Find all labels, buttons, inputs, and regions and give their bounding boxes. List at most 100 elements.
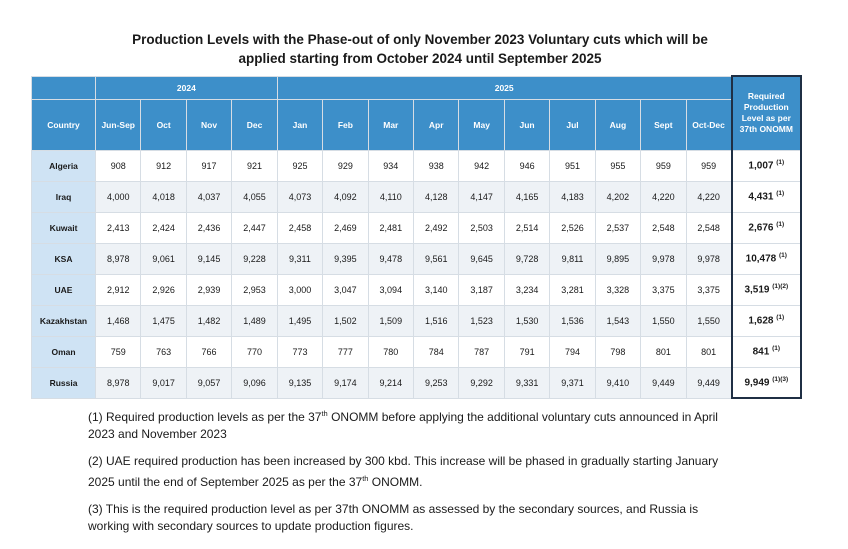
value-cell: 9,057 [185, 366, 233, 399]
value-cell: 9,811 [549, 242, 596, 275]
value-cell: 2,481 [367, 211, 415, 244]
footnote-sup: th [362, 474, 369, 483]
table-row: Oman 759 763 766 770 773 777 780 784 787 791 794 798… [30, 335, 803, 368]
value-cell: 787 [458, 335, 505, 368]
country-cell: Kuwait [30, 211, 97, 244]
table-row: Algeria 908 912 917 921 925 929 934 938 942 946 951… [30, 149, 803, 182]
value-cell: 1,502 [322, 304, 369, 337]
value-cell: 791 [503, 335, 551, 368]
value-cell: 780 [367, 335, 415, 368]
value-cell: 2,503 [458, 211, 505, 244]
value-cell: 9,145 [185, 242, 233, 275]
value-cell: 3,094 [367, 273, 415, 306]
value-cell: 759 [95, 335, 142, 368]
value-cell: 9,174 [322, 366, 369, 399]
footnote: (1) Required production levels as per th… [88, 405, 738, 443]
required-note: (1) [776, 159, 785, 167]
value-cell: 9,449 [685, 366, 733, 399]
value-cell: 773 [276, 335, 324, 368]
value-cell: 4,018 [140, 180, 187, 213]
value-cell: 1,543 [594, 304, 642, 337]
value-cell: 9,228 [231, 242, 278, 275]
value-cell: 3,281 [549, 273, 596, 306]
value-cell: 2,926 [140, 273, 187, 306]
value-cell: 1,489 [231, 304, 278, 337]
required-cell: 1,007 (1) [730, 149, 803, 182]
value-cell: 2,436 [185, 211, 233, 244]
header-required: Required Production Level as per 37th ON… [730, 75, 803, 151]
value-cell: 946 [503, 149, 551, 182]
country-cell: Iraq [30, 180, 97, 213]
country-cell: Russia [30, 366, 97, 399]
title-line-1: Production Levels with the Phase-out of … [132, 32, 708, 47]
header-month: Jun [503, 98, 551, 151]
required-value: 841 [752, 346, 770, 358]
document-title: Production Levels with the Phase-out of … [60, 30, 780, 68]
value-cell: 9,311 [276, 242, 324, 275]
value-cell: 784 [413, 335, 460, 368]
value-cell: 912 [140, 149, 187, 182]
value-cell: 801 [640, 335, 687, 368]
value-cell: 2,514 [503, 211, 551, 244]
value-cell: 3,000 [276, 273, 324, 306]
value-cell: 2,953 [231, 273, 278, 306]
required-value: 4,431 [748, 191, 774, 203]
header-month: Mar [367, 98, 415, 151]
value-cell: 4,220 [640, 180, 687, 213]
footnote: (2) UAE required production has been inc… [88, 453, 738, 491]
value-cell: 2,526 [549, 211, 596, 244]
value-cell: 2,492 [413, 211, 460, 244]
country-cell: Oman [30, 335, 97, 368]
header-month: Oct-Dec [685, 98, 733, 151]
value-cell: 777 [322, 335, 369, 368]
footnote-text-end: ONOMM. [368, 475, 423, 489]
required-note: (1) [776, 221, 785, 229]
value-cell: 9,331 [503, 366, 551, 399]
value-cell: 9,978 [685, 242, 733, 275]
required-value: 1,628 [748, 315, 774, 327]
required-value: 2,676 [748, 222, 774, 234]
value-cell: 9,214 [367, 366, 415, 399]
header-month: Feb [322, 98, 369, 151]
value-cell: 1,482 [185, 304, 233, 337]
value-cell: 2,548 [685, 211, 733, 244]
value-cell: 4,202 [594, 180, 642, 213]
required-value: 3,519 [744, 284, 770, 296]
header-month: Sept [640, 98, 687, 151]
required-value: 9,949 [744, 377, 770, 389]
header-month: Nov [185, 98, 233, 151]
value-cell: 2,939 [185, 273, 233, 306]
value-cell: 801 [685, 335, 733, 368]
value-cell: 1,509 [367, 304, 415, 337]
table-row: Kazakhstan 1,468 1,475 1,482 1,489 1,495 1,502… [30, 304, 803, 337]
value-cell: 9,449 [640, 366, 687, 399]
value-cell: 955 [594, 149, 642, 182]
required-cell: 841 (1) [730, 335, 803, 368]
value-cell: 2,912 [95, 273, 142, 306]
value-cell: 929 [322, 149, 369, 182]
table-row: KSA 8,978 9,061 9,145 9,228 9,311 9,395 9,478 9,… [30, 242, 803, 275]
table-row: Kuwait 2,413 2,424 2,436 2,447 2,458 2,469 2,48… [30, 211, 803, 244]
value-cell: 9,728 [503, 242, 551, 275]
footnote-text-end: ONOMM before applying the additional vol… [88, 410, 718, 441]
table-row: Iraq 4,000 4,018 4,037 4,055 4,073 4,092 4,110 4… [30, 180, 803, 213]
header-month: May [458, 98, 505, 151]
value-cell: 2,413 [95, 211, 142, 244]
value-cell: 4,220 [685, 180, 733, 213]
value-cell: 2,469 [322, 211, 369, 244]
footnotes: (1) Required production levels as per th… [88, 405, 738, 545]
value-cell: 770 [231, 335, 278, 368]
value-cell: 2,458 [276, 211, 324, 244]
country-cell: Kazakhstan [30, 304, 97, 337]
value-cell: 3,187 [458, 273, 505, 306]
value-cell: 1,550 [685, 304, 733, 337]
required-note: (1) [772, 345, 781, 353]
value-cell: 4,092 [322, 180, 369, 213]
value-cell: 9,135 [276, 366, 324, 399]
value-cell: 3,047 [322, 273, 369, 306]
value-cell: 4,128 [413, 180, 460, 213]
title-line-2: applied starting from October 2024 until… [238, 51, 602, 66]
value-cell: 794 [549, 335, 596, 368]
value-cell: 959 [640, 149, 687, 182]
